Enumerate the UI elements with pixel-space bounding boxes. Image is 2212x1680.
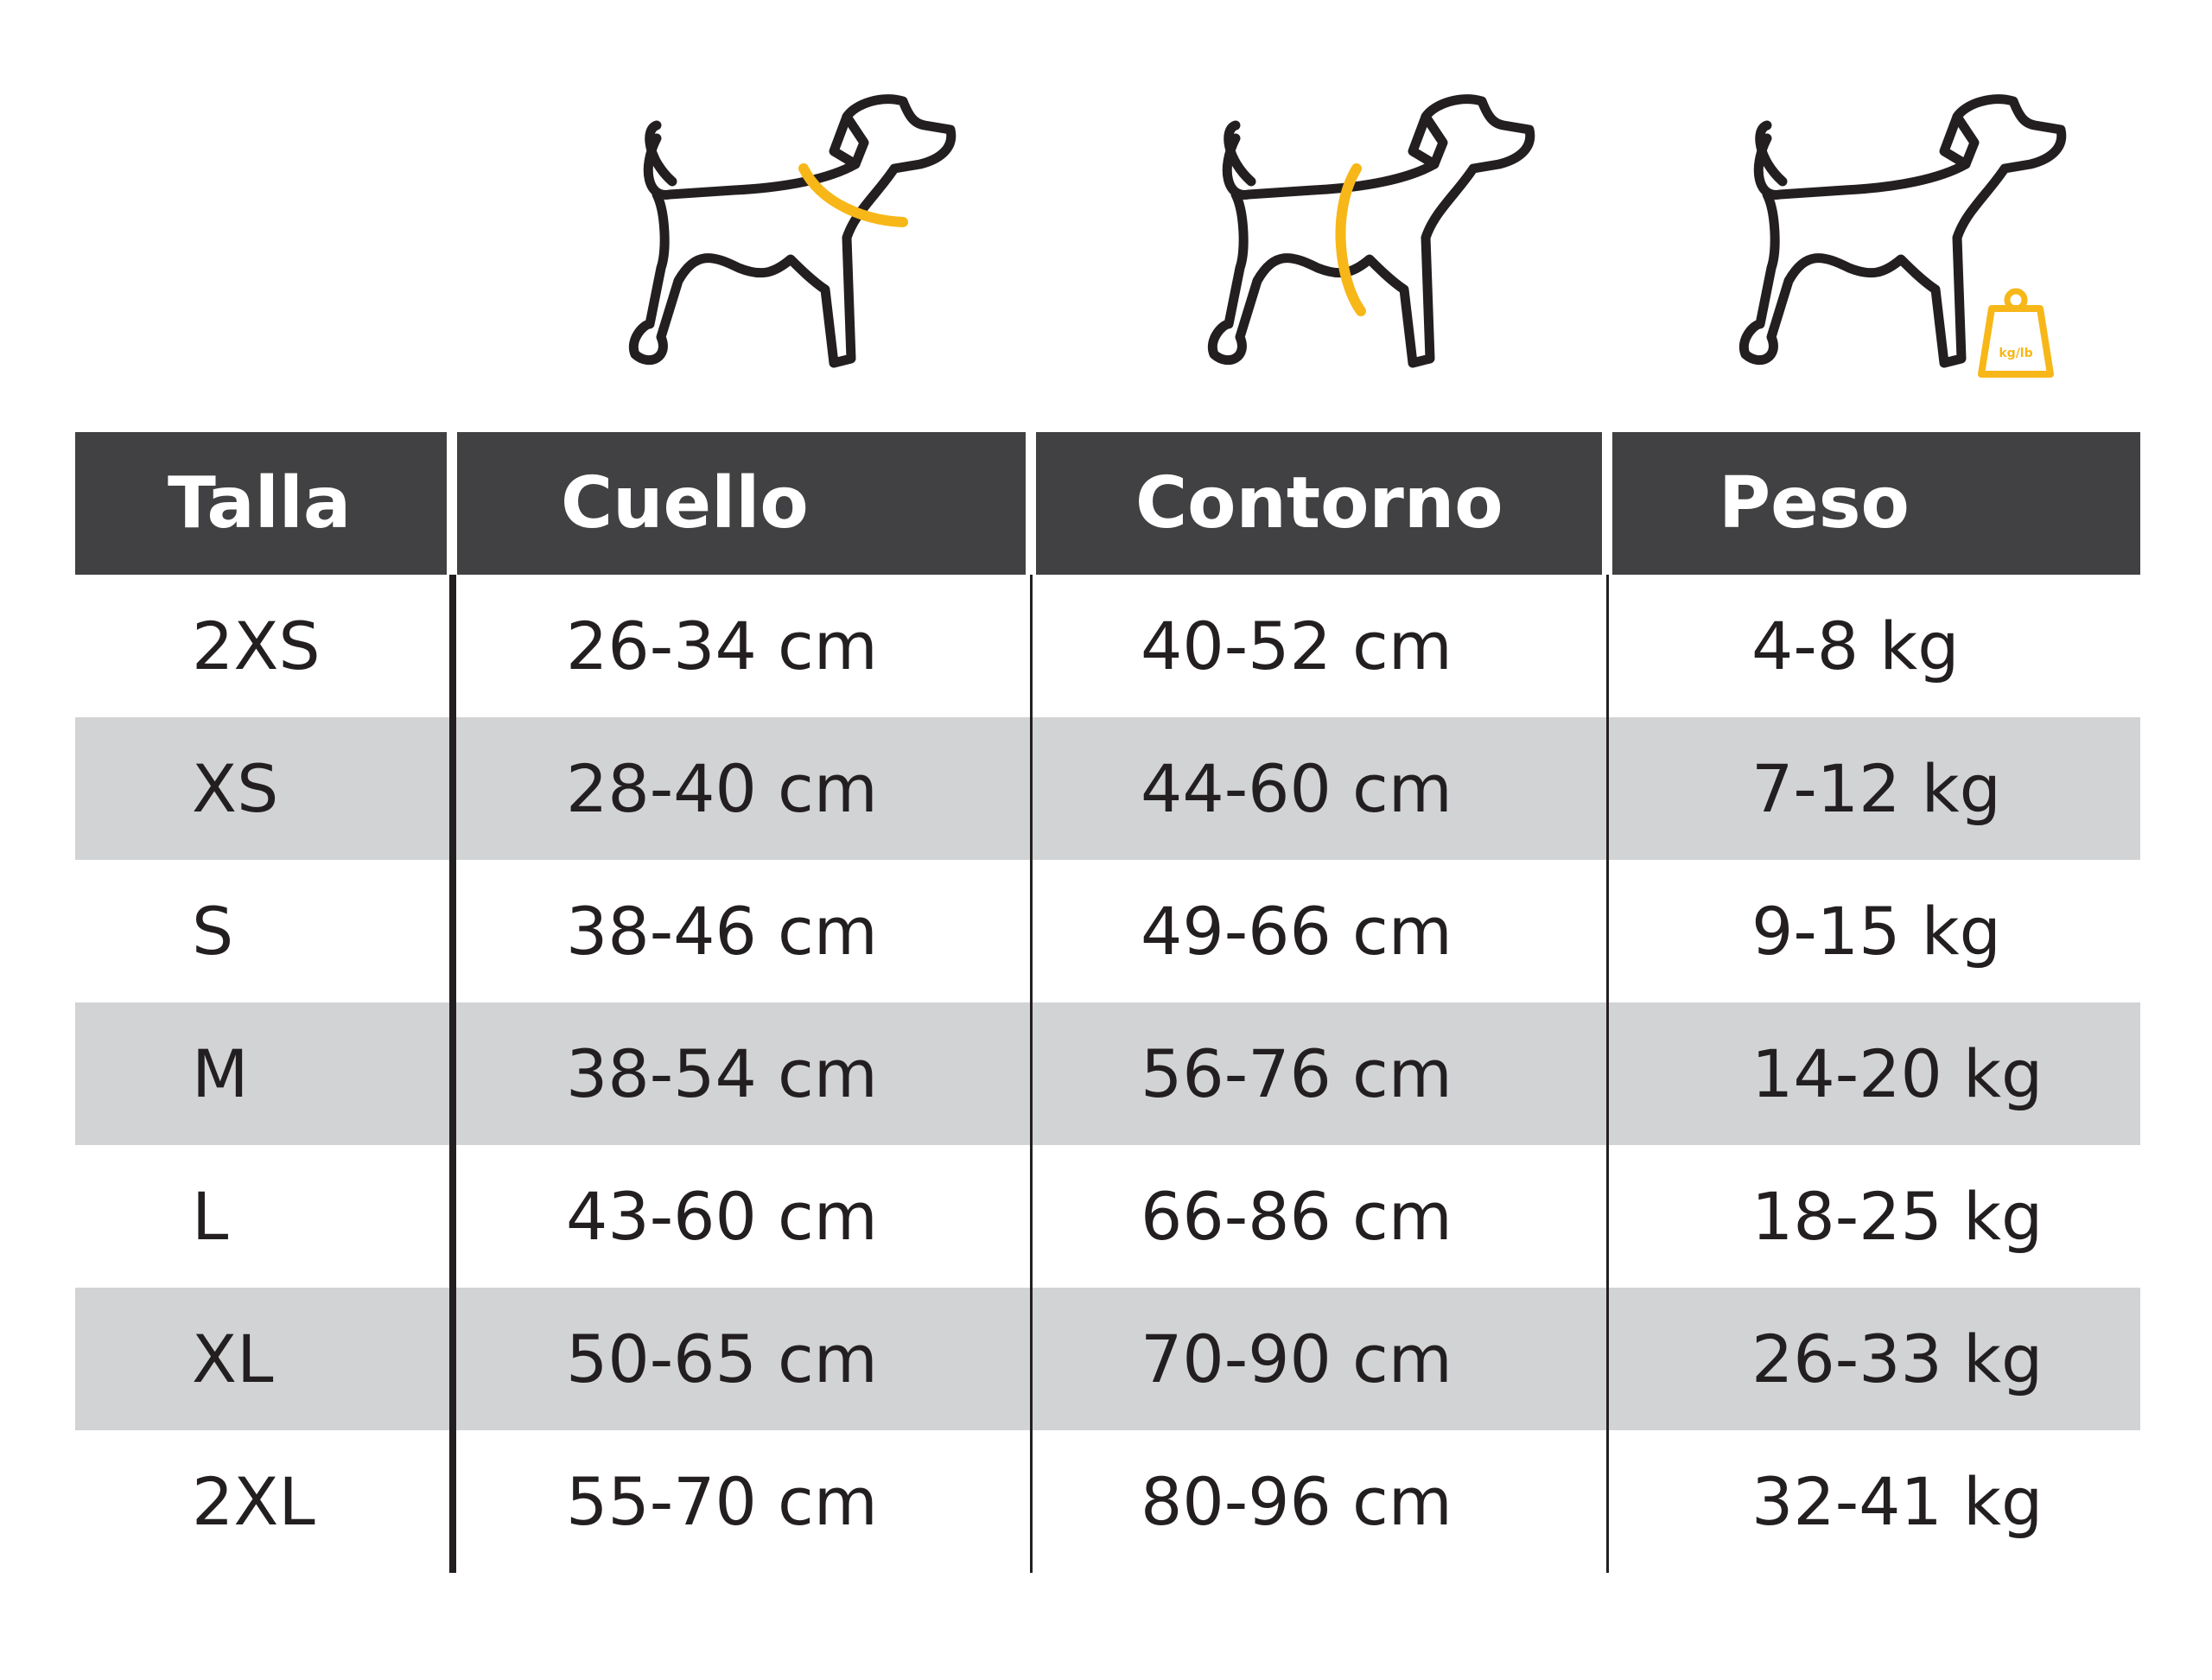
column-divider	[1606, 575, 1609, 1573]
cell-chest: 56-76 cm	[1141, 1035, 1452, 1112]
cell-neck: 55-70 cm	[566, 1463, 878, 1540]
weight-unit-label: kg/lb	[1999, 347, 2032, 360]
header-contorno: Contorno	[1036, 432, 1602, 575]
chest-girth-dog-icon	[1207, 94, 1535, 368]
cell-weight: 4-8 kg	[1751, 608, 1960, 684]
cell-neck: 50-65 cm	[566, 1320, 878, 1397]
cell-size: M	[192, 1035, 249, 1112]
cell-size: L	[192, 1178, 229, 1255]
weight-icon: kg/lb	[1978, 288, 2054, 378]
cell-weight: 7-12 kg	[1751, 750, 2001, 827]
cell-chest: 44-60 cm	[1141, 750, 1452, 827]
cell-neck: 38-54 cm	[566, 1035, 878, 1112]
header-talla: Talla	[75, 432, 447, 575]
cell-chest: 66-86 cm	[1141, 1178, 1452, 1255]
column-divider-thick	[449, 575, 456, 1573]
weight-dog-icon: kg/lb	[1738, 94, 2067, 378]
table-row: XS 28-40 cm 44-60 cm 7-12 kg	[75, 717, 2140, 860]
table-row: S 38-46 cm 49-66 cm 9-15 kg	[75, 860, 2140, 1002]
cell-weight: 32-41 kg	[1751, 1463, 2044, 1540]
column-divider	[1030, 575, 1033, 1573]
cell-size: XS	[192, 750, 279, 827]
cell-weight: 26-33 kg	[1751, 1320, 2044, 1397]
table-header: Talla Cuello Contorno Peso	[75, 432, 2140, 575]
cell-neck: 43-60 cm	[566, 1178, 878, 1255]
table-body: 2XS 26-34 cm 40-52 cm 4-8 kg XS 28-40 cm 44-60…	[75, 575, 2140, 1573]
cell-size: 2XL	[192, 1463, 315, 1540]
cell-neck: 28-40 cm	[566, 750, 878, 827]
cell-chest: 80-96 cm	[1141, 1463, 1452, 1540]
icons-row: kg/lb	[0, 0, 2212, 406]
cell-neck: 26-34 cm	[566, 608, 878, 684]
cell-chest: 70-90 cm	[1141, 1320, 1452, 1397]
cell-weight: 9-15 kg	[1751, 893, 2001, 970]
header-peso: Peso	[1612, 432, 2140, 575]
neck-measure-dog-icon	[628, 94, 957, 368]
cell-size: XL	[192, 1320, 274, 1397]
cell-size: S	[192, 893, 234, 970]
table-row: L 43-60 cm 66-86 cm 18-25 kg	[75, 1145, 2140, 1288]
cell-size: 2XS	[192, 608, 321, 684]
size-table: Talla Cuello Contorno Peso 2XS 26-34 cm 40…	[75, 432, 2140, 1573]
table-row: M 38-54 cm 56-76 cm 14-20 kg	[75, 1002, 2140, 1145]
table-row: XL 50-65 cm 70-90 cm 26-33 kg	[75, 1288, 2140, 1430]
table-row: 2XL 55-70 cm 80-96 cm 32-41 kg	[75, 1430, 2140, 1573]
cell-neck: 38-46 cm	[566, 893, 878, 970]
cell-weight: 14-20 kg	[1751, 1035, 2044, 1112]
cell-chest: 49-66 cm	[1141, 893, 1452, 970]
cell-chest: 40-52 cm	[1141, 608, 1452, 684]
table-row: 2XS 26-34 cm 40-52 cm 4-8 kg	[75, 575, 2140, 717]
header-cuello: Cuello	[457, 432, 1026, 575]
cell-weight: 18-25 kg	[1751, 1178, 2044, 1255]
